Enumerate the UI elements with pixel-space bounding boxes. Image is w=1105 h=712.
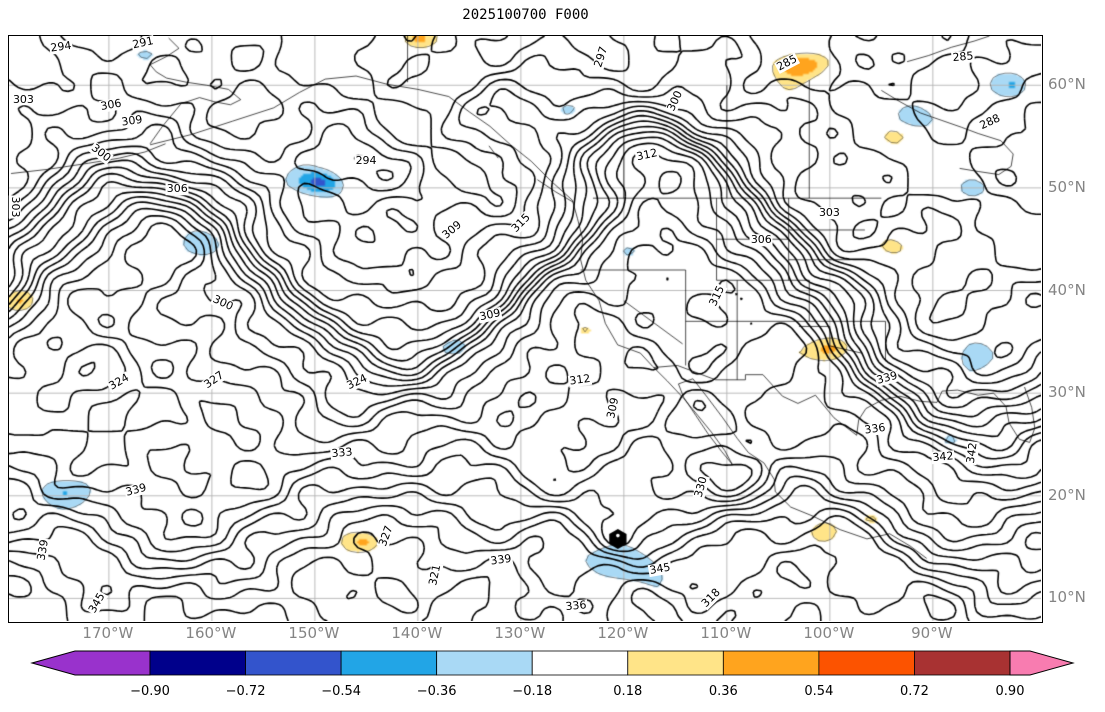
y-tick-label: 50°N	[1048, 177, 1086, 196]
colorbar-segment	[627, 650, 724, 676]
colorbar-over-arrow	[1009, 650, 1075, 676]
x-tick-label: 110°W	[700, 624, 752, 642]
colorbar-segment	[722, 650, 820, 676]
contour-label: 306	[165, 182, 189, 196]
y-tick-label: 60°N	[1048, 75, 1086, 94]
contour-label: 285	[950, 49, 975, 65]
colorbar-segment	[340, 650, 438, 676]
colorbar	[30, 650, 1075, 676]
x-tick-label: 130°W	[494, 624, 546, 642]
colorbar-segment	[531, 650, 629, 676]
chart-title: 2025100700 F000	[462, 7, 589, 23]
y-tick-label: 10°N	[1048, 588, 1086, 607]
colorbar-segment	[914, 650, 1011, 676]
x-tick-label: 170°W	[82, 624, 134, 642]
contour-label: 309	[119, 112, 144, 129]
contour-map-canvas	[9, 36, 1041, 621]
contour-label: 336	[563, 598, 588, 614]
contour-label: 303	[11, 92, 35, 106]
colorbar-tick-label: 0.18	[613, 684, 643, 699]
colorbar-under-arrow	[30, 650, 151, 676]
contour-label: 306	[749, 233, 773, 247]
colorbar-tick-label: 0.36	[708, 684, 738, 699]
colorbar-segment	[436, 650, 533, 676]
colorbar-tick-label: 0.90	[995, 684, 1025, 699]
x-tick-label: 150°W	[288, 624, 340, 642]
x-tick-label: 90°W	[911, 624, 953, 642]
x-tick-label: 160°W	[185, 624, 237, 642]
contour-label: 312	[567, 371, 592, 388]
contour-label: 303	[8, 195, 22, 219]
colorbar-tick-label: −0.18	[512, 684, 553, 699]
x-tick-label: 100°W	[803, 624, 855, 642]
contour-label: 303	[817, 206, 841, 220]
colorbar-segment	[245, 650, 342, 676]
colorbar-segment	[149, 650, 246, 676]
contour-label: 342	[930, 449, 955, 465]
contour-label: 342	[963, 440, 980, 466]
contour-label: 294	[354, 154, 378, 168]
colorbar-segment	[818, 650, 915, 676]
map-plot-area: 294 291 303 306 309 300 306 303 294 297 300 285 285 2…	[8, 34, 1043, 623]
y-tick-label: 30°N	[1048, 383, 1086, 402]
y-tick-label: 40°N	[1048, 280, 1086, 299]
colorbar-tick-label: −0.72	[225, 684, 266, 699]
colorbar-tick-label: −0.36	[416, 684, 457, 699]
x-tick-label: 120°W	[597, 624, 649, 642]
x-tick-label: 140°W	[391, 624, 443, 642]
contour-label: 333	[330, 445, 355, 461]
y-tick-label: 20°N	[1048, 485, 1086, 504]
colorbar-tick-label: 0.54	[804, 684, 834, 699]
colorbar-tick-label: −0.54	[321, 684, 362, 699]
colorbar-tick-label: −0.90	[130, 684, 170, 699]
colorbar-tick-label: 0.72	[899, 684, 929, 699]
